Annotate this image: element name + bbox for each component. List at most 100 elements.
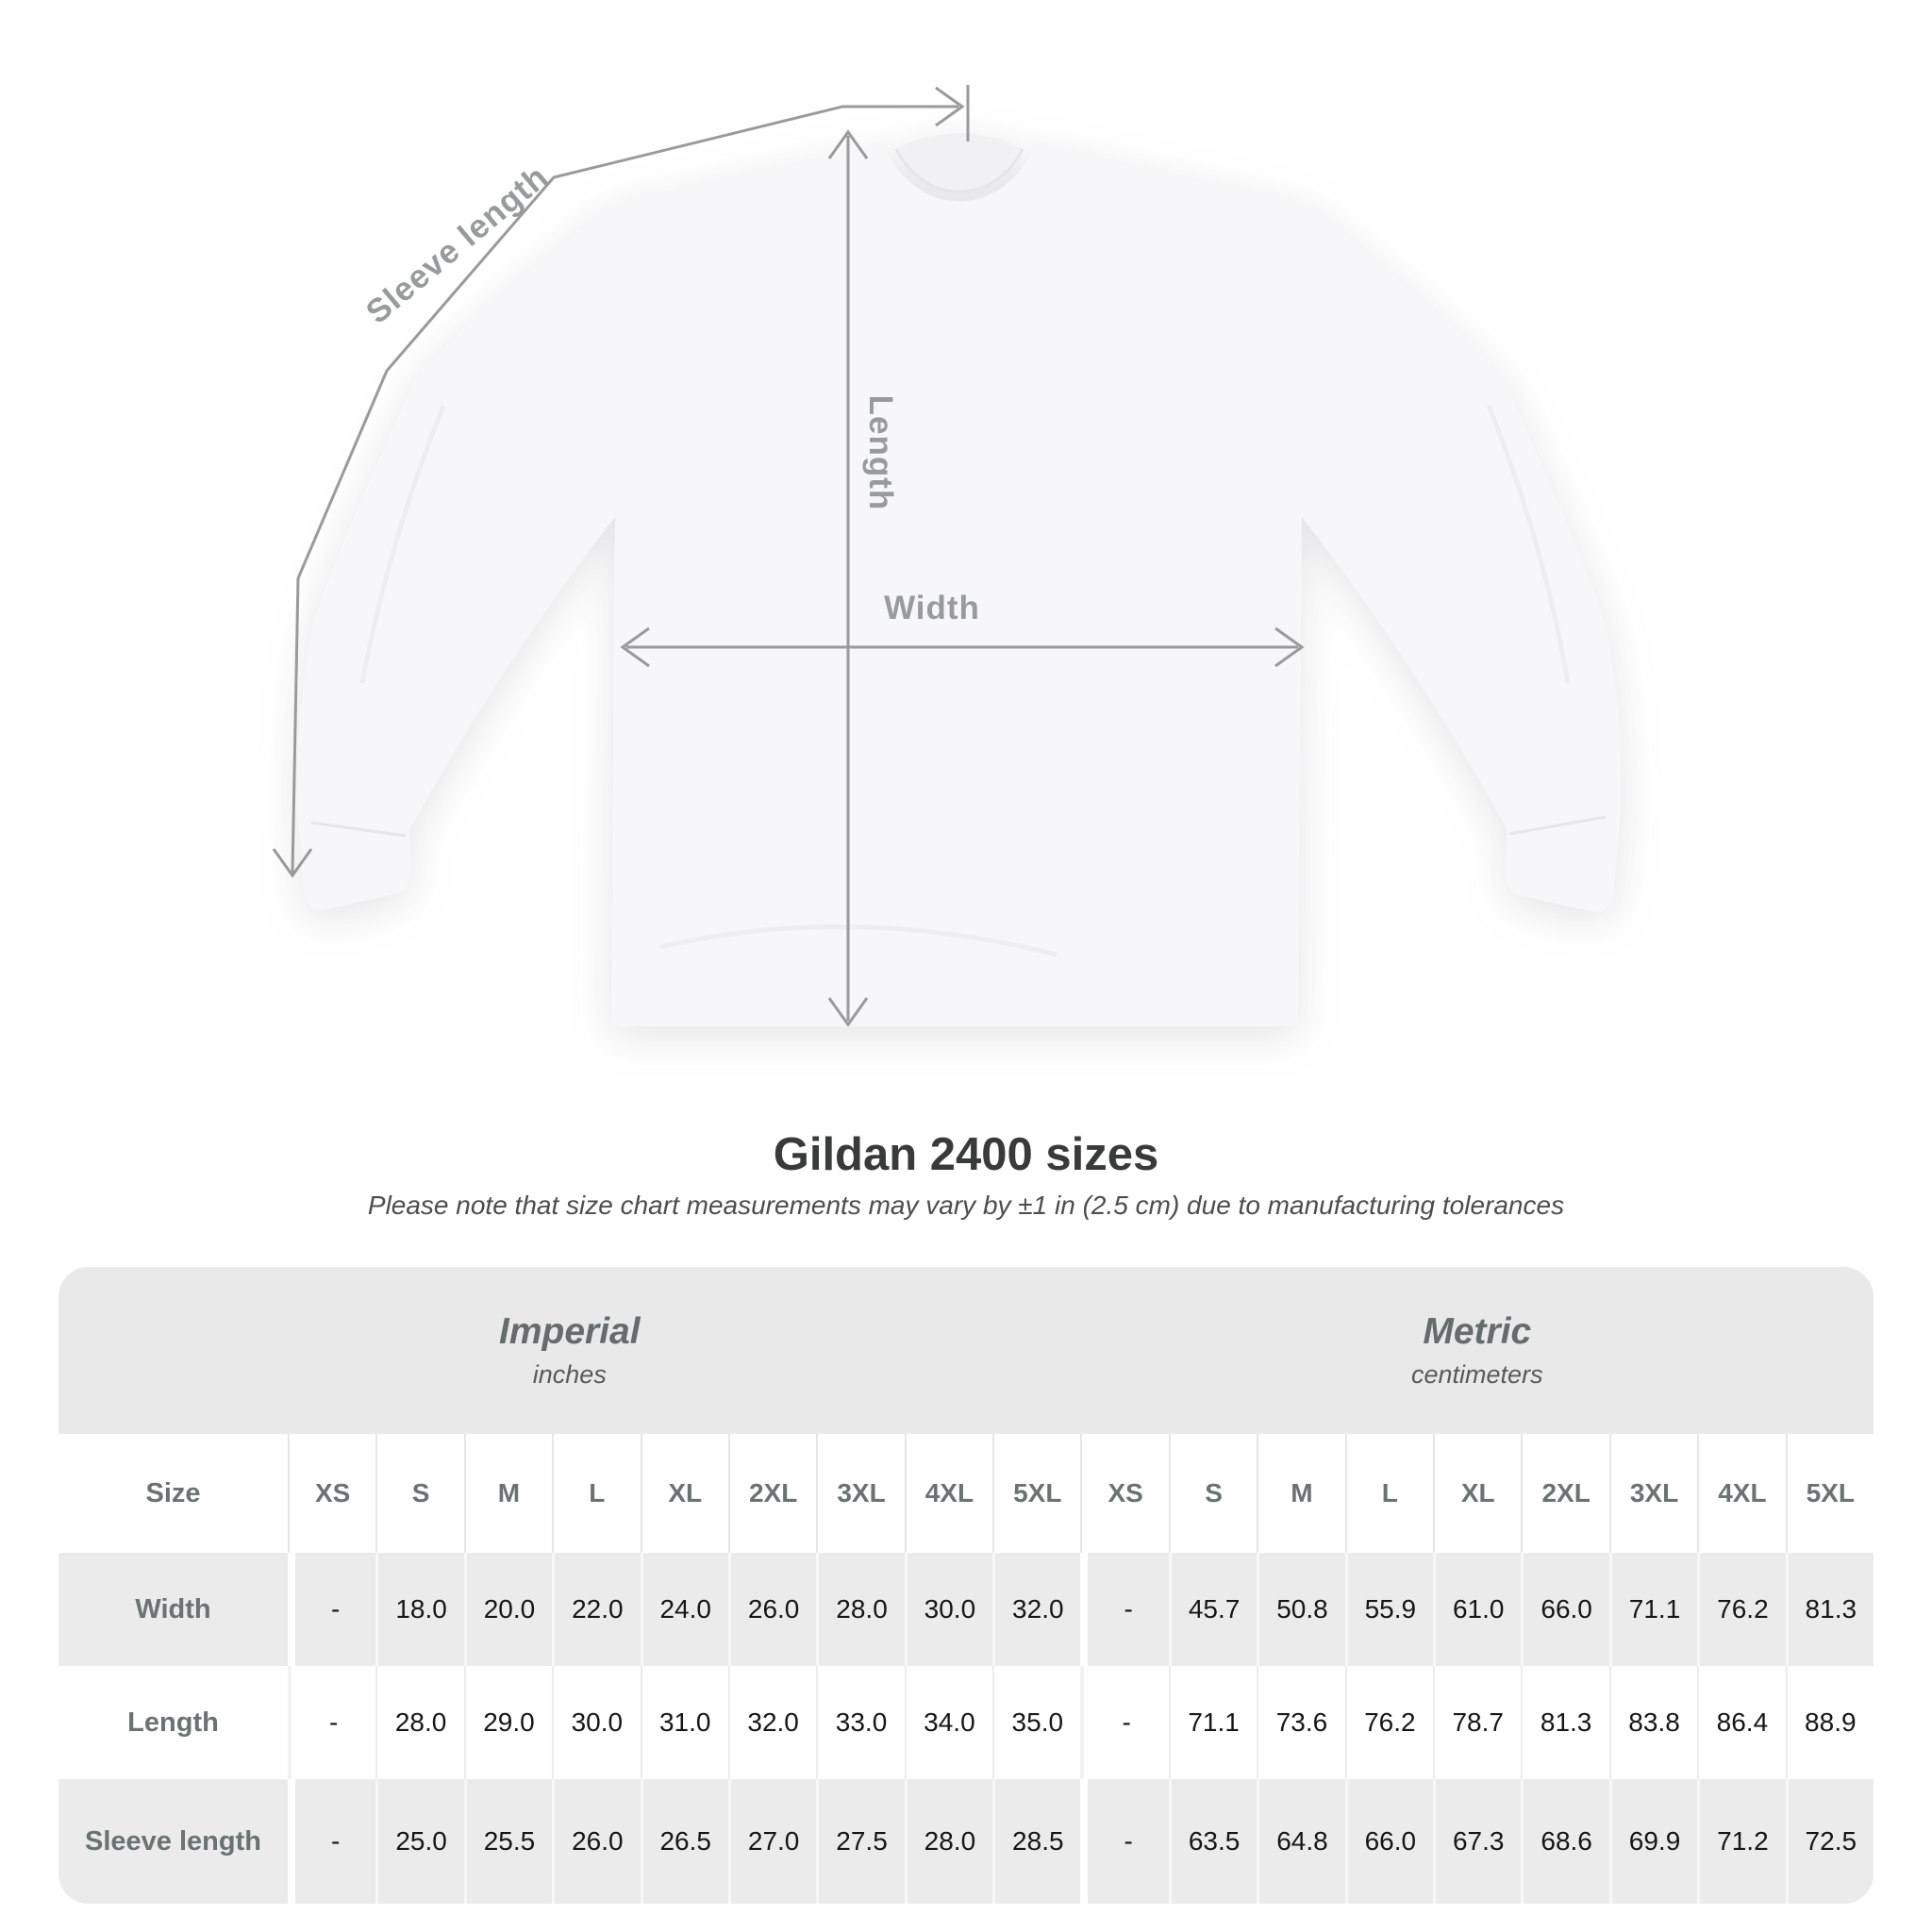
size-col-metric-5xl: 5XL	[1785, 1434, 1874, 1553]
sleeve-length-imperial-xl: 26.5	[640, 1779, 728, 1904]
table-rows: Size XS S M L XL 2XL 3XL 4XL 5XL XS S M L XL 2XL 3XL 4XL 5…	[58, 1434, 1874, 1904]
sleeve-length-metric-m: 64.8	[1257, 1779, 1344, 1904]
width-imperial-xl: 24.0	[640, 1553, 728, 1666]
unit-sublabel: inches	[532, 1360, 607, 1389]
size-col-metric-3xl: 3XL	[1608, 1434, 1697, 1553]
size-header-row: Size XS S M L XL 2XL 3XL 4XL 5XL XS S M L XL 2XL 3XL 4XL 5…	[58, 1434, 1874, 1553]
unit-label: Metric	[1423, 1311, 1532, 1352]
shirt-measurement-diagram: Sleeve length Length Width	[272, 85, 1622, 1027]
table-row-sleeve-length: Sleeve length -25.0 25.5 26.0 26.5 27.0 27.5 28…	[58, 1779, 1874, 1904]
length-imperial-l: 30.0	[552, 1666, 640, 1779]
sleeve-length-imperial-xs: -	[288, 1779, 375, 1904]
size-header-label: Size	[145, 1477, 201, 1508]
length-metric-xl: 78.7	[1433, 1666, 1521, 1779]
sleeve-length-metric-xs: -	[1080, 1779, 1168, 1904]
sleeve-length-metric-2xl: 68.6	[1521, 1779, 1608, 1904]
width-arrow-left	[620, 626, 650, 668]
neck-opening	[896, 133, 1023, 192]
page-subtitle: Please note that size chart measurements…	[367, 1191, 1565, 1220]
page-title: Gildan 2400 sizes	[773, 1129, 1159, 1180]
length-measure	[827, 129, 869, 1027]
sleeve-length-imperial-5xl: 28.5	[992, 1779, 1080, 1904]
length-imperial-4xl: 34.0	[904, 1666, 992, 1779]
sleeve-length-metric-l: 66.0	[1344, 1779, 1433, 1904]
row-label-width: Width	[135, 1593, 211, 1624]
sleeve-length-metric-4xl: 71.2	[1697, 1779, 1785, 1904]
unit-sublabel: centimeters	[1411, 1360, 1543, 1389]
sleeve-length-line	[291, 105, 958, 874]
size-col-metric-xs: XS	[1080, 1434, 1168, 1553]
right-cuff-seam	[1508, 815, 1607, 836]
table-row-width: Width -18.0 20.0 22.0 24.0 26.0 28.0 30.0 32.0-4…	[58, 1553, 1874, 1666]
width-imperial-l: 22.0	[552, 1553, 640, 1666]
size-col-imperial-3xl: 3XL	[816, 1434, 904, 1553]
width-metric-4xl: 76.2	[1697, 1553, 1785, 1666]
size-col-metric-2xl: 2XL	[1521, 1434, 1608, 1553]
width-imperial-3xl: 28.0	[816, 1553, 904, 1666]
length-metric-2xl: 81.3	[1521, 1666, 1608, 1779]
sleeve-length-imperial-3xl: 27.5	[816, 1779, 904, 1904]
sleeve-length-imperial-s: 25.0	[375, 1779, 463, 1904]
body-wrinkle	[659, 924, 1058, 958]
length-metric-s: 71.1	[1168, 1666, 1257, 1779]
length-imperial-xl: 31.0	[640, 1666, 728, 1779]
length-imperial-xs: -	[288, 1666, 375, 1779]
size-col-imperial-l: L	[552, 1434, 640, 1553]
size-col-imperial-s: S	[375, 1434, 463, 1553]
size-col-imperial-xl: XL	[640, 1434, 728, 1553]
width-metric-3xl: 71.1	[1608, 1553, 1697, 1666]
length-imperial-m: 29.0	[463, 1666, 552, 1779]
length-label: Length	[862, 395, 899, 511]
size-col-metric-l: L	[1344, 1434, 1433, 1553]
sleeve-length-metric-s: 63.5	[1168, 1779, 1257, 1904]
left-cuff-seam	[310, 821, 407, 838]
length-metric-xs: -	[1080, 1666, 1168, 1779]
width-arrow-right	[1274, 626, 1305, 668]
width-metric-2xl: 66.0	[1521, 1553, 1608, 1666]
size-col-metric-s: S	[1168, 1434, 1257, 1553]
length-metric-4xl: 86.4	[1697, 1666, 1785, 1779]
width-measure	[620, 626, 1305, 668]
size-col-metric-m: M	[1257, 1434, 1344, 1553]
left-sleeve-wrinkle	[359, 405, 446, 684]
long-sleeve-shirt	[297, 133, 1622, 1026]
length-arrow-up	[827, 129, 869, 159]
width-metric-m: 50.8	[1257, 1553, 1344, 1666]
length-imperial-2xl: 32.0	[727, 1666, 816, 1779]
size-col-metric-4xl: 4XL	[1697, 1434, 1785, 1553]
length-metric-3xl: 83.8	[1608, 1666, 1697, 1779]
width-metric-xl: 61.0	[1433, 1553, 1521, 1666]
length-imperial-s: 28.0	[375, 1666, 463, 1779]
length-metric-5xl: 88.9	[1785, 1666, 1874, 1779]
unit-group-metric: Metric centimeters	[1081, 1267, 1874, 1434]
unit-label: Imperial	[499, 1311, 641, 1352]
width-imperial-2xl: 26.0	[727, 1553, 816, 1666]
width-imperial-4xl: 30.0	[904, 1553, 992, 1666]
size-col-imperial-m: M	[463, 1434, 552, 1553]
unit-band: Imperial inches Metric centimeters	[58, 1267, 1874, 1434]
length-imperial-5xl: 35.0	[992, 1666, 1080, 1779]
width-metric-5xl: 81.3	[1785, 1553, 1874, 1666]
length-metric-m: 73.6	[1257, 1666, 1344, 1779]
shirt-body	[297, 143, 1622, 1026]
width-metric-s: 45.7	[1168, 1553, 1257, 1666]
size-table: Imperial inches Metric centimeters Size X…	[58, 1267, 1874, 1904]
length-metric-l: 76.2	[1344, 1666, 1433, 1779]
unit-group-imperial: Imperial inches	[58, 1267, 1081, 1434]
table-row-length: Length -28.0 29.0 30.0 31.0 32.0 33.0 34.0 35.0-…	[58, 1666, 1874, 1779]
size-col-imperial-4xl: 4XL	[904, 1434, 992, 1553]
width-metric-xs: -	[1080, 1553, 1168, 1666]
sleeve-length-imperial-l: 26.0	[552, 1779, 640, 1904]
width-imperial-xs: -	[288, 1553, 375, 1666]
sleeve-length-imperial-m: 25.5	[463, 1779, 552, 1904]
sleeve-length-metric-3xl: 69.9	[1608, 1779, 1697, 1904]
size-col-imperial-5xl: 5XL	[992, 1434, 1080, 1553]
sleeve-length-measure	[272, 85, 970, 878]
size-col-imperial-xs: XS	[288, 1434, 375, 1553]
width-imperial-5xl: 32.0	[992, 1553, 1080, 1666]
size-col-imperial-2xl: 2XL	[727, 1434, 816, 1553]
sleeve-length-imperial-4xl: 28.0	[904, 1779, 992, 1904]
right-sleeve-wrinkle	[1486, 405, 1571, 684]
size-col-metric-xl: XL	[1433, 1434, 1521, 1553]
width-metric-l: 55.9	[1344, 1553, 1433, 1666]
